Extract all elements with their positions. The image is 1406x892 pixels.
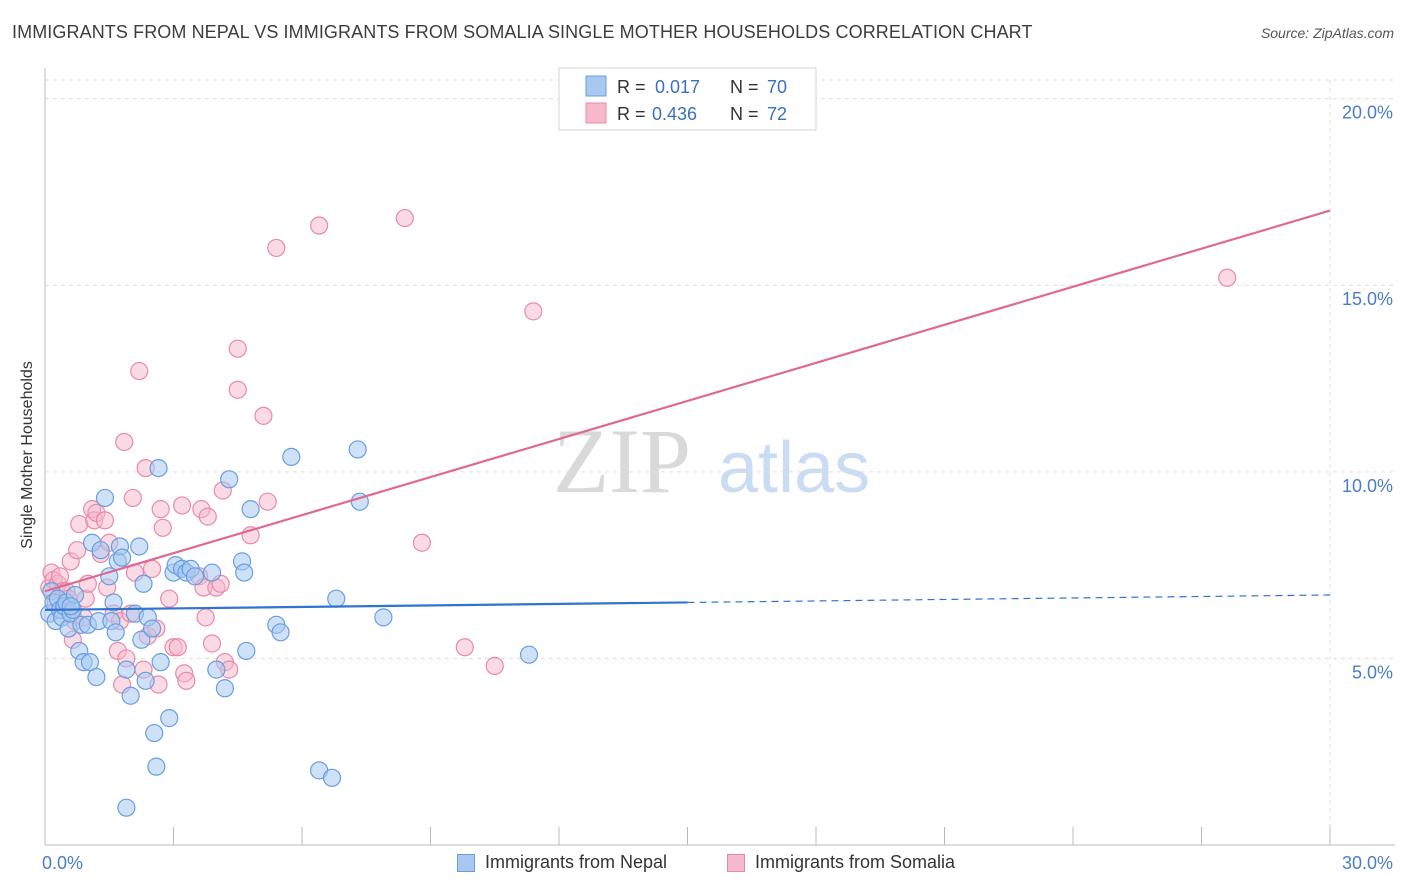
legend-r-value-nepal: 0.017: [655, 77, 700, 97]
legend-n-label-nepal: N =: [730, 77, 759, 97]
nepal-point: [235, 563, 254, 582]
somalia-point: [168, 638, 187, 657]
legend-r-label-nepal: R =: [617, 77, 646, 97]
legend-label-nepal: Immigrants from Nepal: [485, 852, 668, 872]
nepal-points: [40, 440, 539, 817]
nepal-point: [121, 686, 140, 705]
somalia-point: [202, 634, 222, 653]
nepal-point: [147, 757, 166, 776]
nepal-point: [117, 798, 136, 817]
nepal-point: [61, 597, 80, 616]
nepal-point: [322, 768, 342, 787]
nepal-point: [145, 723, 164, 743]
nepal-point: [132, 630, 151, 649]
nepal-point: [185, 567, 205, 586]
legend-r-label-somalia: R =: [617, 104, 646, 124]
nepal-trend-line: [44, 601, 688, 612]
somalia-point: [198, 507, 217, 526]
y-tick-label: 5.0%: [1352, 662, 1393, 682]
legend-n-label-somalia: N =: [730, 104, 759, 124]
nepal-point: [327, 589, 346, 608]
trend-lines: [44, 209, 1331, 612]
axes: [44, 68, 1395, 846]
somalia-point: [258, 492, 277, 511]
somalia-point: [160, 589, 179, 608]
legend-swatch-nepal: [585, 75, 607, 97]
watermark-atlas: atlas: [718, 428, 870, 508]
somalia-point: [228, 339, 247, 358]
nepal-point: [117, 660, 136, 679]
x-tick-label-start: 0.0%: [42, 853, 83, 873]
legend-swatch-nepal-bottom: [457, 853, 475, 872]
nepal-point: [91, 541, 110, 560]
somalia-point: [151, 500, 170, 519]
somalia-point: [254, 406, 273, 425]
nepal-point: [519, 645, 539, 664]
x-tick-label-end: 30.0%: [1342, 853, 1393, 873]
somalia-point: [95, 511, 115, 530]
source-note: Source: ZipAtlas.com: [1260, 25, 1394, 41]
nepal-point: [271, 623, 290, 642]
nepal-point: [136, 671, 155, 690]
nepal-point: [220, 470, 239, 489]
somalia-point: [142, 559, 162, 578]
somalia-point: [524, 302, 543, 321]
somalia-point: [455, 638, 474, 657]
somalia-point: [1218, 268, 1237, 287]
nepal-point: [106, 623, 125, 642]
nepal-point: [95, 488, 115, 508]
somalia-point: [485, 656, 504, 675]
legend-item-nepal: Immigrants from Nepal: [457, 852, 667, 873]
top-legend: R = 0.017 N = 70 R = 0.436 N = 72: [558, 67, 817, 131]
y-tick-label: 15.0%: [1342, 289, 1393, 309]
nepal-point: [87, 667, 106, 687]
nepal-point: [282, 447, 301, 467]
nepal-point: [130, 537, 149, 556]
nepal-point: [348, 440, 367, 459]
nepal-point: [134, 574, 153, 593]
nepal-point: [104, 593, 123, 612]
legend-swatch-somalia-bottom: [727, 853, 745, 872]
somalia-point: [177, 671, 196, 690]
nepal-point: [237, 641, 256, 661]
nepal-point: [160, 709, 179, 728]
somalia-point: [395, 208, 414, 228]
legend-label-somalia: Immigrants from Somalia: [755, 852, 956, 872]
chart-title: IMMIGRANTS FROM NEPAL VS IMMIGRANTS FROM…: [12, 22, 1033, 42]
somalia-point: [172, 496, 192, 515]
somalia-point: [123, 488, 142, 508]
somalia-point: [70, 514, 89, 534]
watermark-zip: ZIP: [553, 410, 691, 512]
somalia-point: [228, 380, 247, 399]
somalia-point: [267, 238, 286, 258]
nepal-trend-line-extension: [687, 594, 1331, 604]
legend-r-value-somalia: 0.436: [652, 104, 697, 124]
y-tick-label: 20.0%: [1342, 103, 1393, 123]
legend-swatch-somalia: [585, 102, 607, 124]
y-tick-label: 10.0%: [1342, 476, 1393, 496]
legend-item-somalia: Immigrants from Somalia: [727, 852, 955, 873]
nepal-point: [149, 458, 168, 478]
tick-labels: 5.0% 10.0% 15.0% 20.0% 0.0% 30.0%: [42, 103, 1393, 873]
somalia-point: [115, 432, 134, 452]
nepal-point: [112, 548, 132, 567]
nepal-point: [241, 500, 260, 519]
somalia-point: [130, 361, 149, 381]
legend-n-value-somalia: 72: [767, 104, 787, 124]
nepal-point: [202, 563, 222, 582]
somalia-point: [196, 608, 215, 627]
somalia-point: [310, 216, 329, 235]
somalia-trend-line: [44, 209, 1331, 593]
nepal-point: [374, 608, 393, 627]
nepal-point: [142, 619, 162, 638]
nepal-point: [215, 679, 234, 698]
somalia-point: [68, 541, 87, 560]
somalia-point: [153, 518, 172, 537]
nepal-point: [207, 660, 226, 679]
legend-n-value-nepal: 70: [767, 77, 787, 97]
nepal-point: [151, 653, 170, 672]
somalia-point: [412, 533, 432, 552]
